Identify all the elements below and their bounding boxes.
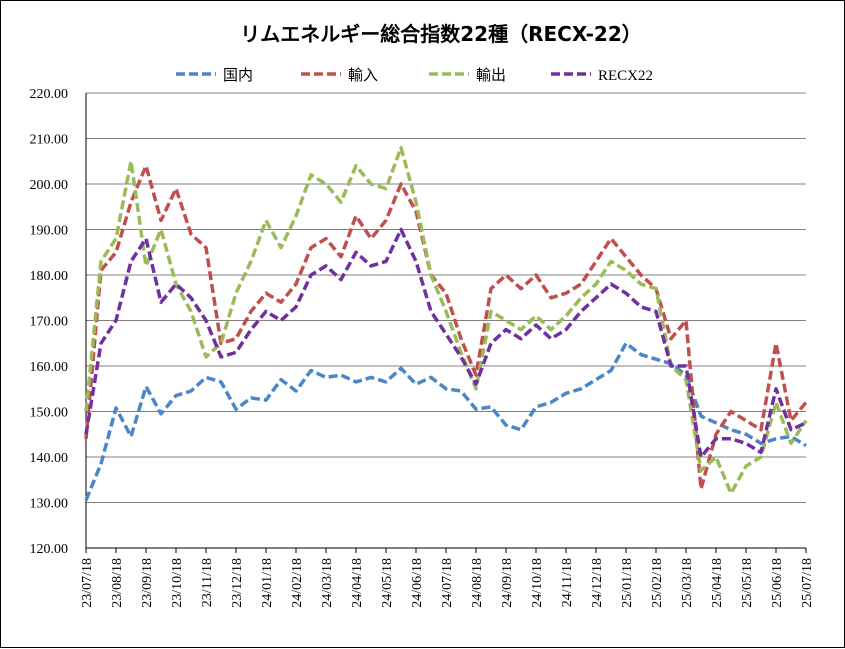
series-line-3 <box>84 227 807 459</box>
x-tick-label: 24/02/18 <box>290 558 305 608</box>
x-tick-label: 25/01/18 <box>620 558 635 608</box>
legend-label: 国内 <box>223 67 253 84</box>
x-tick-label: 24/11/18 <box>560 558 575 607</box>
y-tick-label: 210.00 <box>30 133 69 148</box>
series-line-0 <box>84 341 807 501</box>
x-tick-label: 23/09/18 <box>140 558 155 608</box>
y-tick-label: 160.00 <box>30 360 69 375</box>
x-tick-label: 24/07/18 <box>440 558 455 608</box>
y-tick-label: 220.00 <box>30 87 69 102</box>
y-tick-label: 130.00 <box>30 497 69 512</box>
series-line-1 <box>84 164 808 491</box>
y-axis-ticks: 120.00 130.00 140.00 150.00 160.00 170.00 180.… <box>30 87 69 557</box>
x-tick-label: 24/01/18 <box>260 558 275 608</box>
x-tick-label: 25/07/18 <box>800 558 815 608</box>
legend: 国内 輸入 輸出 RECX22 <box>176 67 653 84</box>
x-tick-label: 24/04/18 <box>350 558 365 608</box>
x-tick-label: 24/05/18 <box>380 558 395 608</box>
x-tick-label: 23/10/18 <box>170 558 185 608</box>
y-tick-label: 150.00 <box>30 406 69 421</box>
x-tick-label: 25/04/18 <box>710 558 725 608</box>
x-tick-label: 25/05/18 <box>740 558 755 608</box>
x-tick-label: 25/03/18 <box>680 558 695 608</box>
y-tick-label: 140.00 <box>30 451 69 466</box>
x-tick-label: 24/10/18 <box>530 558 545 608</box>
series-lines <box>84 145 808 501</box>
x-tick-label: 25/02/18 <box>650 558 665 608</box>
x-tick-label: 23/07/18 <box>80 558 95 608</box>
series-line-2 <box>84 145 808 496</box>
x-tick-label: 24/06/18 <box>410 558 425 608</box>
legend-label: 輸入 <box>348 67 378 84</box>
x-tick-label: 24/12/18 <box>590 558 605 608</box>
x-tick-label: 24/09/18 <box>500 558 515 608</box>
x-axis-ticks: 23/07/18 23/08/18 23/09/18 23/10/18 23/11/18… <box>80 548 815 608</box>
x-tick-label: 24/08/18 <box>470 558 485 608</box>
x-tick-label: 23/12/18 <box>230 558 245 608</box>
y-tick-label: 180.00 <box>30 269 69 284</box>
legend-label: RECX22 <box>598 68 653 84</box>
chart-title: リムエネルギー総合指数22種（RECX-22） <box>240 22 642 46</box>
x-tick-label: 23/08/18 <box>110 558 125 608</box>
y-tick-label: 200.00 <box>30 178 69 193</box>
x-tick-label: 24/03/18 <box>320 558 335 608</box>
x-tick-label: 25/06/18 <box>770 558 785 608</box>
legend-label: 輸出 <box>476 67 506 84</box>
y-tick-label: 190.00 <box>30 224 69 239</box>
y-tick-label: 170.00 <box>30 315 69 330</box>
x-tick-label: 23/11/18 <box>200 558 215 607</box>
y-tick-label: 120.00 <box>30 542 69 557</box>
